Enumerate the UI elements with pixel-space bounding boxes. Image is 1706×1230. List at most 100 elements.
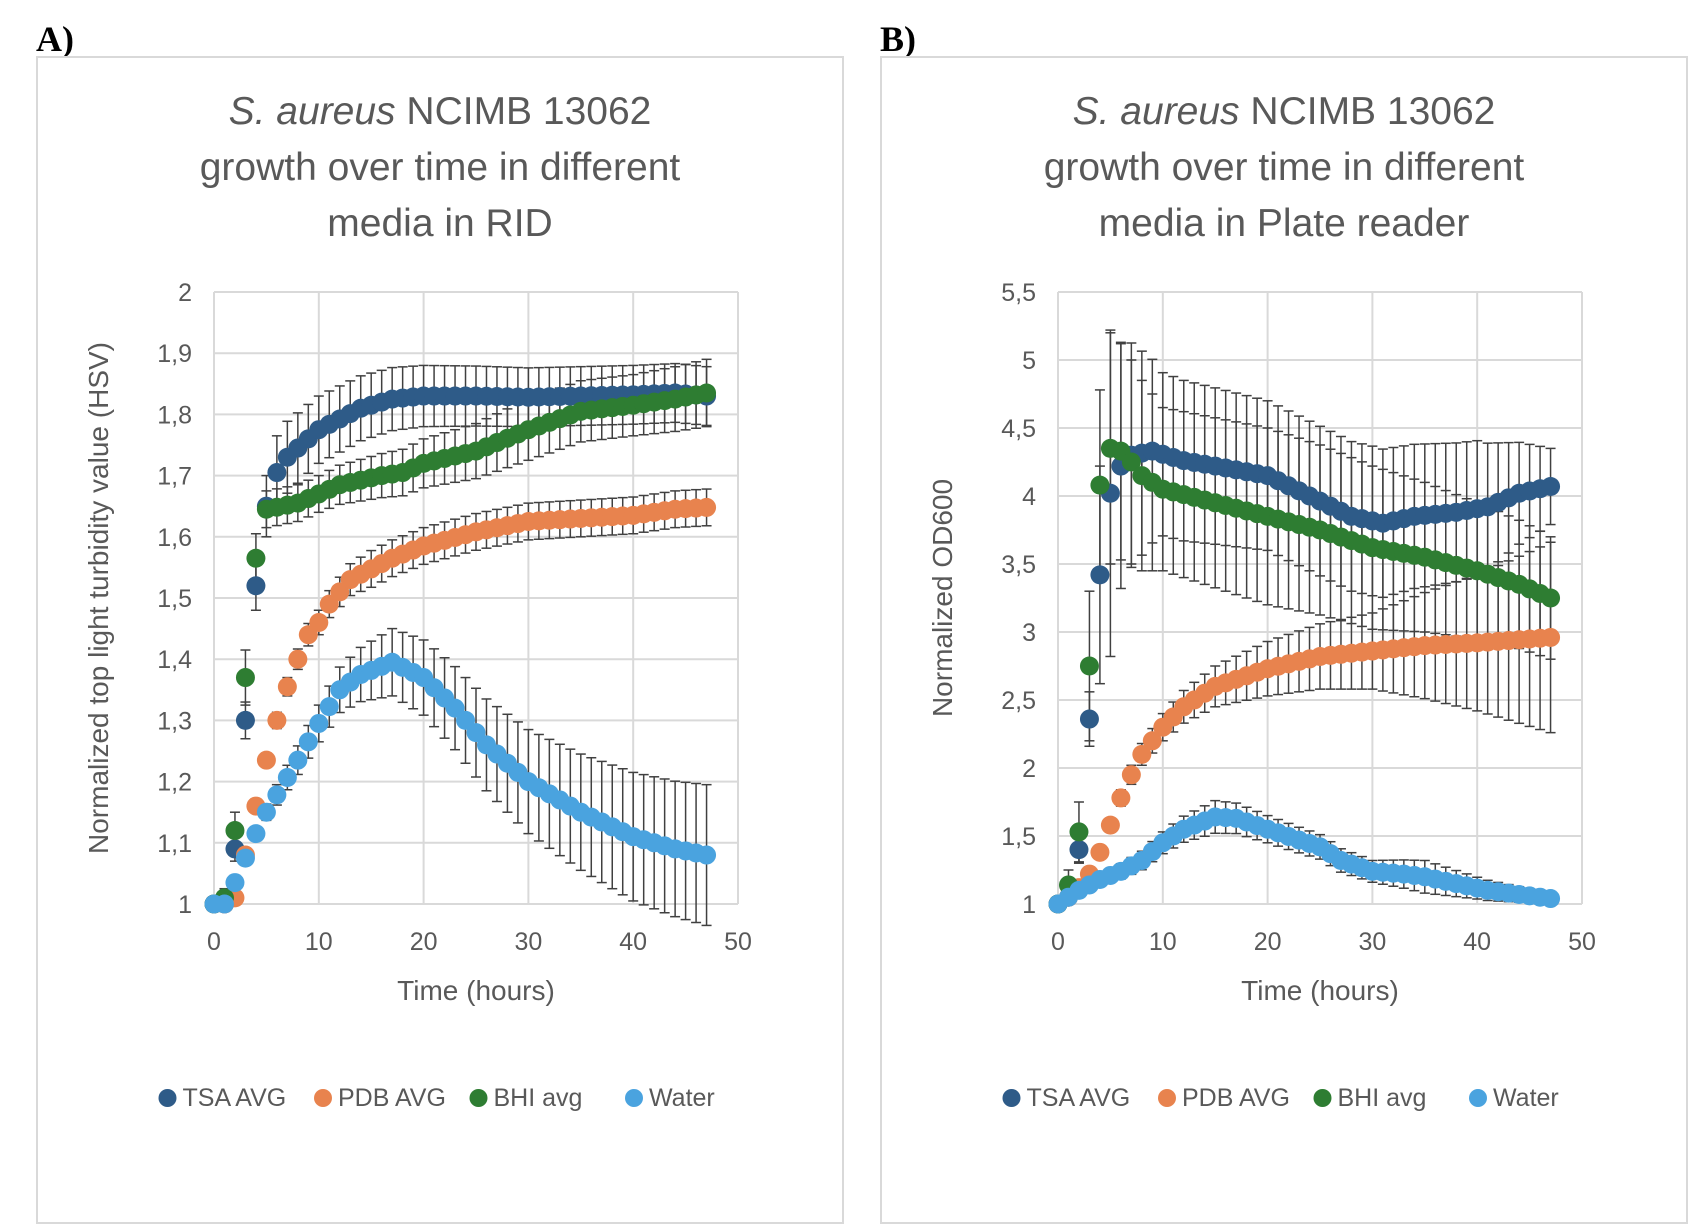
data-point	[235, 710, 255, 730]
y-tick-label: 1,5	[157, 585, 192, 613]
data-point	[256, 802, 276, 822]
chart-title-line3: media in Plate reader	[1099, 202, 1470, 245]
data-point	[246, 824, 266, 844]
chart-a: S. aureus NCIMB 13062 growth over time in…	[83, 90, 752, 1112]
data-point	[1132, 744, 1152, 764]
data-point	[309, 612, 329, 632]
legend-label: PDB AVG	[338, 1084, 446, 1112]
data-point	[298, 732, 318, 752]
data-point	[235, 668, 255, 688]
chart-a-frame: S. aureus NCIMB 13062 growth over time in…	[36, 56, 844, 1224]
y-tick-label: 1,5	[1001, 823, 1036, 851]
legend-label: TSA AVG	[183, 1084, 287, 1112]
data-point	[246, 548, 266, 568]
legend-label: Water	[649, 1084, 715, 1112]
x-axis-label: Time (hours)	[1241, 975, 1399, 1006]
data-point	[277, 677, 297, 697]
x-tick-label: 30	[514, 928, 542, 956]
data-point	[1541, 627, 1561, 647]
legend-label: TSA AVG	[1027, 1084, 1131, 1112]
y-tick-label: 1,7	[157, 463, 192, 491]
chart-title-line2: growth over time in different	[1044, 146, 1525, 189]
y-tick-label: 1	[178, 891, 192, 919]
y-tick-label: 3,5	[1001, 551, 1036, 579]
data-point	[1121, 765, 1141, 785]
x-tick-label: 10	[305, 928, 333, 956]
legend: TSA AVG PDB AVG BHI avg Water	[158, 1084, 715, 1112]
data-point	[1541, 588, 1561, 608]
legend-marker	[158, 1089, 177, 1107]
chart-b-frame: S. aureus NCIMB 13062 growth over time in…	[880, 56, 1688, 1224]
chart-title-line3: media in RID	[327, 202, 552, 245]
panel-label-b: B)	[880, 19, 916, 59]
data-point	[225, 821, 245, 841]
y-tick-label: 2,5	[1001, 687, 1036, 715]
data-point	[267, 463, 287, 483]
data-point	[1079, 709, 1099, 729]
chart-title-italic: S. aureus	[1073, 90, 1240, 133]
panel-label-a: A)	[36, 19, 74, 59]
y-tick-label: 4	[1022, 483, 1036, 511]
chart-title-rest: NCIMB 13062	[396, 90, 652, 133]
y-tick-label: 1,8	[157, 401, 192, 429]
data-point	[246, 576, 266, 596]
error-bars	[1063, 329, 1556, 905]
legend-marker	[469, 1089, 488, 1107]
data-point	[1090, 842, 1110, 862]
data-point	[1541, 476, 1561, 496]
y-tick-label: 1,9	[157, 340, 192, 368]
y-axis-label: Normalized OD600	[927, 479, 958, 717]
data-point	[1079, 656, 1099, 676]
data-point	[697, 497, 717, 517]
data-point	[1090, 475, 1110, 495]
data-point	[1069, 840, 1089, 860]
y-tick-label: 1	[1022, 891, 1036, 919]
x-tick-label: 0	[207, 928, 221, 956]
data-point	[1100, 815, 1120, 835]
x-tick-label: 50	[1568, 928, 1596, 956]
data-point	[214, 894, 234, 914]
data-point	[277, 768, 297, 788]
chart-title-line1: S. aureus NCIMB 13062	[1073, 90, 1496, 133]
data-point	[235, 848, 255, 868]
x-tick-label: 40	[619, 928, 647, 956]
legend-label: PDB AVG	[1182, 1084, 1290, 1112]
data-point	[309, 713, 329, 733]
legend-marker	[625, 1089, 643, 1107]
y-axis-label: Normalized top light turbidity value (HS…	[83, 342, 114, 854]
chart-title-rest: NCIMB 13062	[1240, 90, 1496, 133]
x-tick-label: 50	[724, 928, 752, 956]
data-point	[256, 750, 276, 770]
data-point	[1121, 452, 1141, 472]
y-tick-label: 5,5	[1001, 279, 1036, 307]
data-point	[1541, 889, 1561, 909]
legend-marker	[1158, 1089, 1176, 1107]
chart-title-italic: S. aureus	[229, 90, 396, 133]
y-tick-label: 1,6	[157, 524, 192, 552]
chart-title-line1: S. aureus NCIMB 13062	[229, 90, 652, 133]
data-point	[697, 845, 717, 865]
y-tick-label: 2	[178, 279, 192, 307]
x-tick-label: 20	[1254, 928, 1282, 956]
legend-label: BHI avg	[1338, 1084, 1427, 1112]
data-point	[267, 785, 287, 805]
data-points	[1048, 438, 1561, 914]
y-tick-label: 3	[1022, 619, 1036, 647]
x-tick-label: 40	[1463, 928, 1491, 956]
y-tick-label: 1,3	[157, 707, 192, 735]
x-tick-label: 30	[1358, 928, 1386, 956]
data-points	[204, 383, 717, 914]
chart-title-line2: growth over time in different	[200, 146, 681, 189]
data-point	[1069, 822, 1089, 842]
y-tick-label: 1,4	[157, 646, 192, 674]
y-tick-label: 1,1	[157, 830, 192, 858]
y-tick-label: 2	[1022, 755, 1036, 783]
legend-marker	[314, 1089, 332, 1107]
y-tick-label: 1,2	[157, 769, 192, 797]
legend-marker	[1002, 1089, 1021, 1107]
x-tick-label: 20	[410, 928, 438, 956]
chart-b: S. aureus NCIMB 13062 growth over time in…	[927, 90, 1596, 1112]
y-tick-label: 4,5	[1001, 415, 1036, 443]
x-tick-label: 10	[1149, 928, 1177, 956]
data-point	[267, 710, 287, 730]
